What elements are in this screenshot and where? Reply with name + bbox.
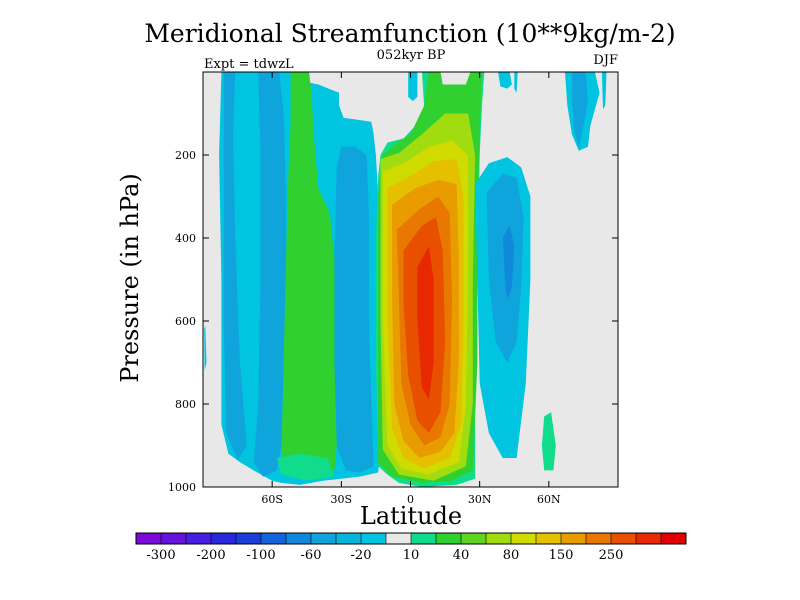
colorbar-swatch [261, 533, 287, 544]
y-tick-label: 800 [175, 398, 196, 411]
colorbar-swatch [236, 533, 262, 544]
colorbar-swatch [461, 533, 487, 544]
colorbar-swatch [436, 533, 462, 544]
colorbar-label: 10 [403, 548, 420, 563]
colorbar-swatch [336, 533, 362, 544]
colorbar-swatch [536, 533, 562, 544]
chart-subtitle: 052kyr BP [377, 48, 446, 63]
chart-title: Meridional Streamfunction (10**9kg/m-2) [144, 19, 675, 48]
colorbar-swatch [286, 533, 312, 544]
colorbar-swatch [161, 533, 187, 544]
contour-sh-blue-left [223, 72, 247, 460]
colorbar-swatch [136, 533, 162, 544]
contour-nh-top-blue-right [571, 72, 588, 147]
x-tick-label: 30N [468, 493, 492, 506]
colorbar-swatch [486, 533, 512, 544]
colorbar: -300 -200 -100 -60 -20 10 40 80 150 250 [135, 532, 687, 563]
x-axis: 60S 30S 0 30N 60N [261, 72, 561, 506]
colorbar-swatch [361, 533, 387, 544]
contour-eq-red [417, 246, 434, 400]
colorbar-label: -100 [246, 548, 275, 563]
colorbar-label: 150 [549, 548, 574, 563]
colorbar-label: -300 [146, 548, 175, 563]
colorbar-swatch [311, 533, 337, 544]
plot-area [202, 71, 619, 488]
experiment-label: Expt = tdwzL [204, 57, 294, 72]
y-tick-label: 200 [175, 149, 196, 162]
colorbar-swatch [386, 533, 412, 544]
contour-nh-teal [541, 412, 556, 471]
colorbar-label: 40 [453, 548, 470, 563]
colorbar-label: 80 [503, 548, 520, 563]
x-tick-label: 30S [331, 493, 353, 506]
colorbar-swatch [561, 533, 587, 544]
colorbar-swatch [511, 533, 537, 544]
season-label: DJF [593, 53, 618, 68]
colorbar-label: -20 [351, 548, 372, 563]
x-axis-label: Latitude [360, 502, 462, 530]
contour-nh-edge-cyan [601, 72, 607, 110]
colorbar-swatch [211, 533, 237, 544]
y-axis: 200 400 600 800 1000 [168, 149, 618, 494]
contour-sh-teal-base [276, 453, 335, 481]
contour-sh-green-band [281, 72, 337, 477]
x-tick-label: 0 [407, 493, 414, 506]
contour-nh-top-cyan-mid [498, 72, 512, 89]
contour-nh-top-cyan-small [514, 72, 518, 93]
x-tick-label: 60N [537, 493, 561, 506]
contour-sh-blue-right [334, 146, 374, 473]
colorbar-swatch [661, 533, 687, 544]
y-tick-label: 400 [175, 232, 196, 245]
contour-sh-blue-mid [253, 72, 286, 477]
colorbar-swatch [636, 533, 662, 544]
contour-nh-dark [502, 225, 515, 301]
colorbar-swatch [411, 533, 437, 544]
colorbar-swatch [611, 533, 637, 544]
contour-sh-top-cyan-small [408, 72, 418, 102]
y-axis-label: Pressure (in hPa) [116, 173, 144, 383]
colorbar-swatch [186, 533, 212, 544]
contour-sh-edge-cyan [204, 325, 207, 371]
colorbar-swatch [586, 533, 612, 544]
colorbar-label: -60 [301, 548, 322, 563]
x-tick-label: 60S [261, 493, 283, 506]
contour-fills [204, 72, 607, 487]
y-tick-label: 600 [175, 315, 196, 328]
colorbar-label: -200 [196, 548, 225, 563]
y-tick-label: 1000 [168, 481, 196, 494]
colorbar-label: 250 [599, 548, 624, 563]
